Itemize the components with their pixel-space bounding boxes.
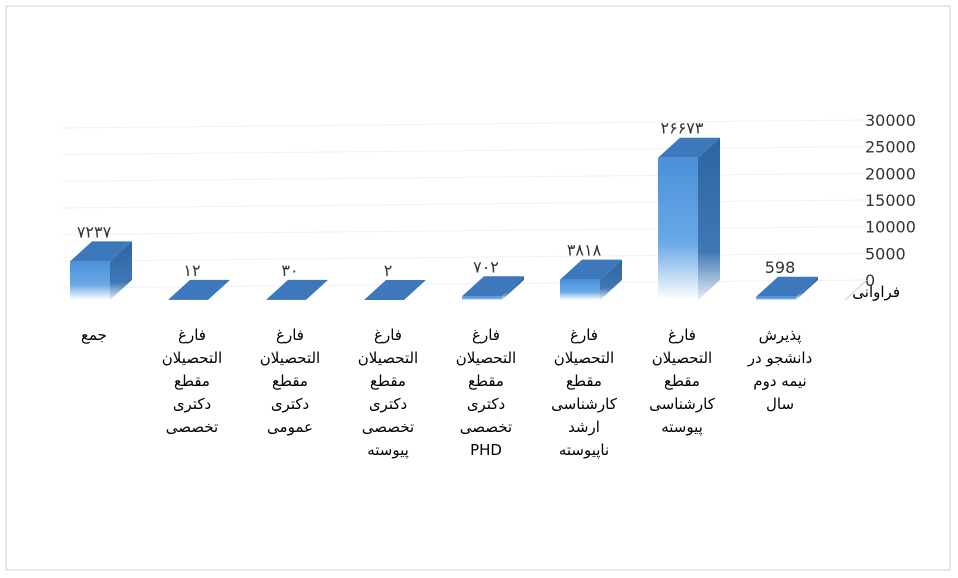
bar: [70, 261, 110, 300]
y-tick-label: 30000: [865, 111, 916, 130]
bar-top: [266, 279, 328, 300]
floor-line: [844, 279, 868, 301]
x-tick-label: فارغ التحصیلان مقطع کارشناسی پیوسته: [649, 326, 716, 437]
x-tick-label: پذیرش دانشجو در نیمه دوم سال: [747, 326, 813, 413]
bar-top: [364, 279, 426, 300]
bar: [560, 279, 600, 300]
bar: [462, 296, 502, 300]
data-label: ۳۰: [281, 261, 298, 280]
y-tick-label: 25000: [865, 138, 916, 157]
x-tick-label: فارغ التحصیلان مقطع دکتری تخصصی: [162, 326, 222, 436]
grid-line: [61, 226, 868, 236]
x-tick-label: فارغ التحصیلان مقطع دکتری تخصصی پیوسته: [358, 326, 418, 460]
bar-top: [168, 279, 230, 300]
bar: [756, 296, 796, 300]
grid-line: [61, 119, 868, 129]
bar-side: [110, 241, 132, 300]
bar-side: [600, 259, 622, 300]
bar-top: [756, 276, 818, 297]
bar: [658, 157, 698, 300]
data-label: 598: [765, 258, 796, 277]
y-tick-label: 0: [865, 271, 875, 290]
bar-side: [698, 137, 720, 300]
x-tick-label: فارغ التحصیلان مقطع کارشناسی ارشد ناپیوسته: [551, 326, 618, 460]
bar-side: [502, 276, 524, 300]
data-label: ۷۰۲: [473, 257, 499, 276]
data-label: ۷۲۳۷: [77, 222, 112, 241]
x-tick-label: فارغ التحصیلان مقطع دکتری عمومی: [260, 326, 320, 436]
bar-top: [462, 276, 524, 297]
x-tick-label: فارغ التحصیلان مقطع دکتری تخصصی PHD: [456, 326, 516, 459]
grid-line: [61, 146, 868, 156]
bar-side: [208, 279, 230, 300]
bar-side: [306, 279, 328, 300]
bar-side: [796, 276, 818, 300]
data-label: ۲: [384, 261, 393, 280]
y-axis-label: فراوانی: [852, 283, 900, 301]
y-tick-label: 15000: [865, 191, 916, 210]
y-tick-label: 20000: [865, 164, 916, 183]
grid-line: [61, 172, 868, 182]
bar-side: [404, 279, 426, 300]
grid-line: [61, 252, 868, 262]
x-tick-label: جمع: [81, 326, 107, 344]
grid-line: [61, 199, 868, 209]
bar-top: [70, 241, 132, 262]
data-label: ۲۶۶۷۳: [661, 119, 704, 138]
data-label: ۳۸۱۸: [567, 241, 602, 260]
bar-top: [560, 259, 622, 280]
y-tick-label: 10000: [865, 218, 916, 237]
bar-top: [658, 137, 720, 158]
data-label: ۱۲: [183, 261, 200, 280]
y-tick-label: 5000: [865, 244, 906, 263]
